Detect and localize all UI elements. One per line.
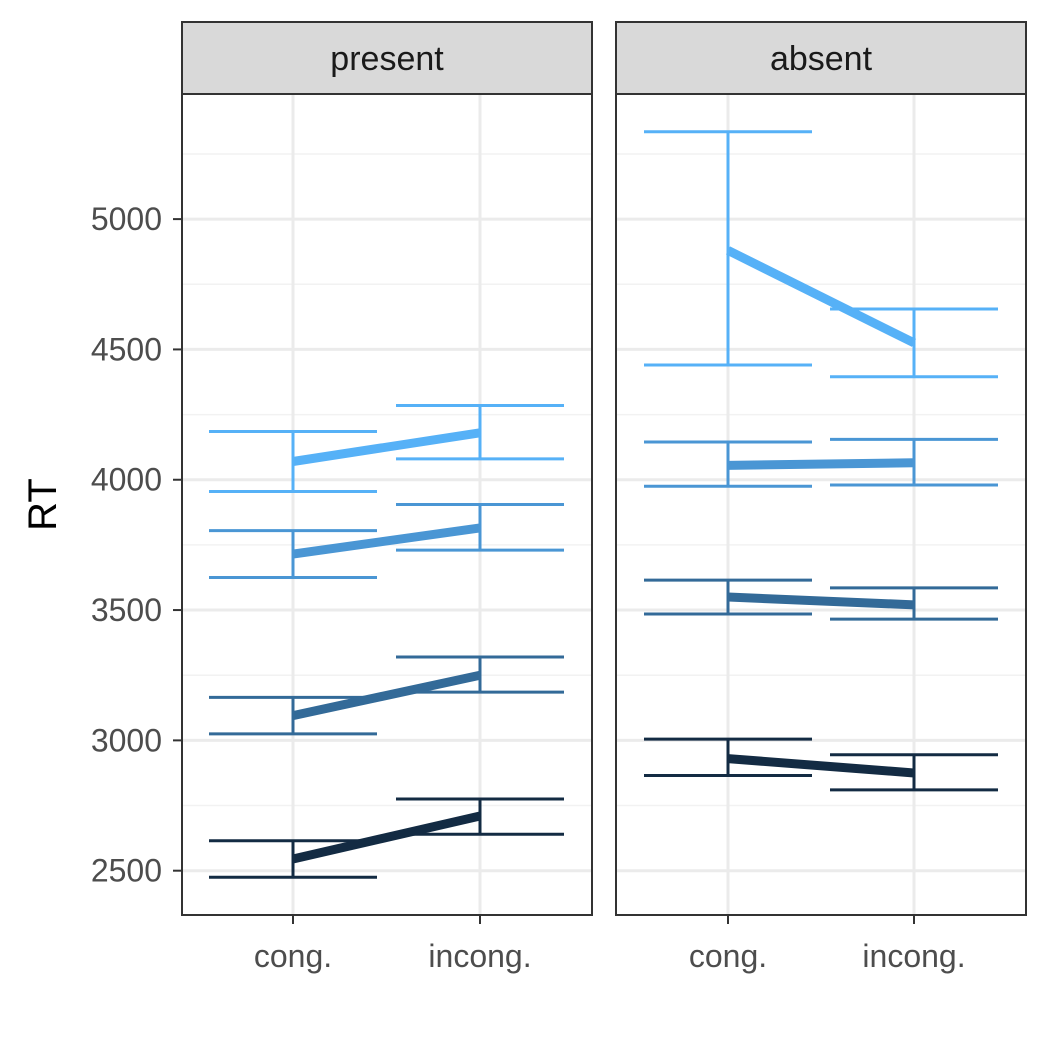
series-line — [292, 523, 481, 559]
y-tick-label: 5000 — [91, 201, 162, 237]
y-tick-label: 2500 — [91, 853, 162, 889]
series-line — [727, 458, 915, 470]
y-tick-label: 3500 — [91, 592, 162, 628]
x-tick-label: cong. — [254, 938, 332, 974]
series-line — [292, 670, 481, 721]
y-tick-label: 4000 — [91, 462, 162, 498]
y-tick-label: 3000 — [91, 722, 162, 758]
x-tick-label: incong. — [428, 938, 531, 974]
facet-strips: present absent — [330, 40, 872, 78]
strip-background — [181, 21, 593, 95]
panel-frames — [181, 21, 1027, 916]
panel-background — [616, 94, 1026, 915]
strip-background — [615, 21, 1027, 95]
x-tick-label: incong. — [862, 938, 965, 974]
series-line — [291, 811, 482, 864]
y-axis-title: RT — [21, 478, 65, 531]
gridlines — [182, 94, 1026, 915]
strip-label-absent: absent — [770, 40, 873, 78]
y-tick-label: 4500 — [91, 331, 162, 367]
strip-label-present: present — [330, 40, 444, 78]
series-line — [292, 428, 481, 466]
series-line — [727, 592, 915, 610]
x-tick-label: cong. — [689, 938, 767, 974]
axes: cong. incong. cong. incong. 2500 3000 3500 4000… — [91, 201, 966, 974]
series-line — [725, 246, 917, 347]
data-marks — [209, 130, 998, 879]
series-line — [727, 754, 915, 778]
